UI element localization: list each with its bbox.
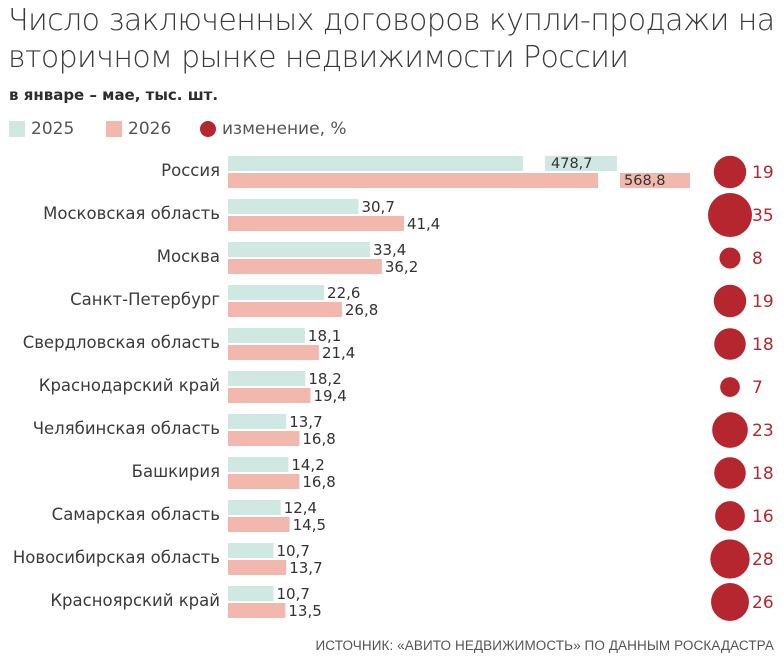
value-label-2025: 33,4 [373, 241, 406, 259]
category-label: Санкт-Петербург [70, 290, 220, 309]
bar-2025 [228, 543, 274, 558]
change-value-label: 16 [752, 507, 774, 527]
value-label-2026: 13,7 [289, 559, 322, 577]
bar-2025 [228, 457, 289, 472]
source-note: ИСТОЧНИК: «АВИТО НЕДВИЖИМОСТЬ» ПО ДАННЫМ… [315, 638, 774, 653]
value-label-2026: 568,8 [624, 173, 666, 189]
bar-2026 [228, 216, 404, 231]
change-value-label: 18 [752, 464, 774, 484]
change-value-label: 19 [752, 292, 774, 312]
bar-2026 [228, 560, 287, 575]
change-bubble [713, 155, 747, 189]
change-bubble [712, 412, 748, 448]
bar-2025 [228, 586, 274, 601]
legend-dot-change [200, 121, 216, 137]
legend-label-2026: 2026 [128, 119, 172, 139]
category-label: Башкирия [132, 462, 220, 481]
bar-2025 [228, 199, 359, 214]
bar-2026 [228, 173, 598, 188]
value-label-2025: 10,7 [276, 585, 309, 603]
value-label-2026: 13,5 [288, 602, 321, 620]
category-label: Московская область [43, 204, 220, 223]
category-label: Краснодарский край [39, 376, 220, 395]
bar-2025 [228, 500, 281, 515]
category-label: Россия [161, 161, 220, 180]
value-label-2026: 36,2 [385, 258, 418, 276]
legend-item-2025: 2025 [9, 116, 74, 142]
bar-2026 [228, 345, 319, 360]
category-label: Новосибирская область [13, 548, 220, 567]
bar-2026 [228, 474, 300, 489]
value-label-2025: 14,2 [291, 456, 324, 474]
change-bubble [715, 501, 745, 531]
bar-2025 [228, 414, 287, 429]
change-value-label: 35 [752, 206, 774, 226]
bar-2025 [228, 328, 305, 343]
legend-swatch-2026 [106, 121, 122, 137]
change-bubble [720, 377, 740, 397]
change-bubble [719, 247, 741, 269]
category-label: Красноярский край [50, 591, 220, 610]
change-bubble [714, 457, 746, 489]
bar-2026 [228, 259, 382, 274]
legend-label-2025: 2025 [31, 119, 75, 139]
chart-title: Число заключенных договоров купли-продаж… [8, 3, 775, 75]
value-label-2025: 10,7 [276, 542, 309, 560]
bar-2026 [228, 517, 290, 532]
change-value-label: 23 [752, 421, 774, 441]
value-label-2026: 21,4 [322, 344, 355, 362]
legend-swatch-2025 [9, 121, 25, 137]
bar-2026 [228, 388, 311, 403]
legend-item-2026: 2026 [106, 116, 171, 142]
legend-label-change: изменение, % [222, 119, 347, 139]
category-label: Челябинская область [33, 419, 220, 438]
category-label: Самарская область [52, 505, 220, 524]
value-label-2026: 16,8 [302, 473, 335, 491]
value-label-2025: 18,1 [308, 327, 341, 345]
category-label: Москва [157, 247, 220, 266]
change-bubble [710, 539, 750, 579]
value-label-2026: 26,8 [345, 301, 378, 319]
value-label-2025: 18,2 [308, 370, 341, 388]
value-label-2026: 41,4 [407, 215, 440, 233]
change-bubble [713, 284, 747, 318]
category-label: Свердловская область [23, 333, 220, 352]
change-value-label: 18 [752, 335, 774, 355]
change-value-label: 19 [752, 163, 774, 183]
chart-subtitle: в январе – мае, тыс. шт. [9, 86, 219, 104]
bar-2026 [228, 431, 300, 446]
bar-2026-break [620, 173, 690, 188]
change-value-label: 26 [752, 593, 774, 613]
bar-2025 [228, 285, 325, 300]
legend-item-change: изменение, % [200, 116, 347, 142]
bar-2025-break [545, 156, 617, 171]
value-label-2025: 30,7 [361, 198, 394, 216]
change-bubble [708, 193, 752, 237]
value-label-2026: 14,5 [293, 516, 326, 534]
change-bubble [714, 328, 746, 360]
value-label-2025: 478,7 [551, 156, 593, 172]
bar-2025 [228, 156, 523, 171]
change-value-label: 7 [752, 378, 763, 398]
legend: 2025 2026 изменение, % [9, 116, 429, 142]
change-value-label: 8 [752, 249, 763, 269]
value-label-2026: 19,4 [313, 387, 346, 405]
change-value-label: 28 [752, 550, 774, 570]
value-label-2025: 12,4 [284, 499, 317, 517]
bar-2026 [228, 603, 286, 618]
bar-2025 [228, 242, 370, 257]
change-bubble [711, 583, 749, 621]
value-label-2025: 13,7 [289, 413, 322, 431]
bar-2026 [228, 302, 342, 317]
value-label-2025: 22,6 [327, 284, 360, 302]
value-label-2026: 16,8 [302, 430, 335, 448]
bar-2025 [228, 371, 306, 386]
